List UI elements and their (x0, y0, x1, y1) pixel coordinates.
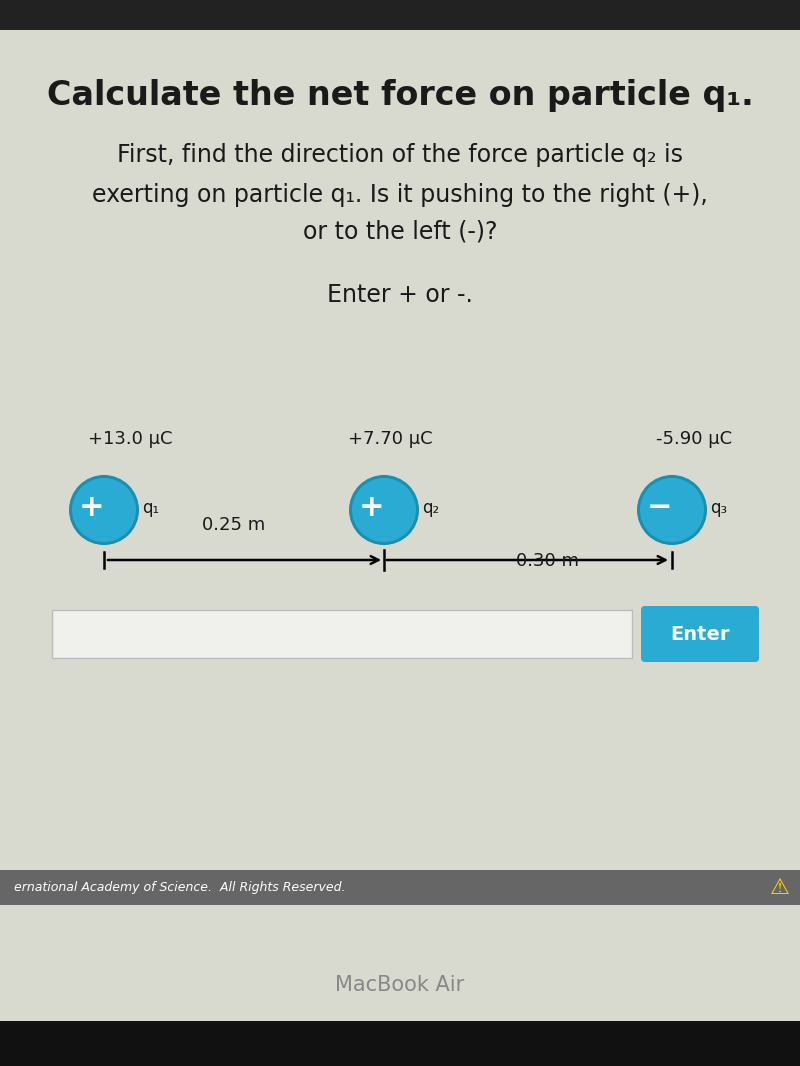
Text: q₁: q₁ (142, 499, 159, 517)
Text: −: − (647, 494, 673, 522)
Text: exerting on particle q₁. Is it pushing to the right (+),: exerting on particle q₁. Is it pushing t… (92, 183, 708, 207)
Text: First, find the direction of the force particle q₂ is: First, find the direction of the force p… (117, 143, 683, 167)
Text: or to the left (-)?: or to the left (-)? (302, 220, 498, 244)
Ellipse shape (637, 475, 707, 545)
Text: +13.0 μC: +13.0 μC (88, 430, 173, 448)
Text: +: + (79, 494, 105, 522)
Bar (0, 870, 800, 905)
Text: MacBook Air: MacBook Air (335, 975, 465, 995)
Text: ernational Academy of Science.  All Rights Reserved.: ernational Academy of Science. All Right… (14, 881, 346, 894)
Ellipse shape (352, 478, 416, 542)
Text: q₂: q₂ (422, 499, 439, 517)
Bar (52, 610, 632, 658)
Text: q₃: q₃ (710, 499, 727, 517)
Text: -5.90 μC: -5.90 μC (656, 430, 732, 448)
Text: Enter: Enter (670, 625, 730, 644)
Ellipse shape (72, 478, 136, 542)
Bar (0, 1021, 800, 1066)
Ellipse shape (69, 475, 139, 545)
Bar (0, 0, 800, 30)
Ellipse shape (349, 475, 419, 545)
Ellipse shape (640, 478, 704, 542)
Text: +: + (359, 494, 385, 522)
Text: 0.30 m: 0.30 m (517, 552, 579, 570)
Text: Calculate the net force on particle q₁.: Calculate the net force on particle q₁. (46, 79, 754, 112)
Text: 0.25 m: 0.25 m (202, 516, 266, 534)
Text: +7.70 μC: +7.70 μC (348, 430, 433, 448)
Text: Enter + or -.: Enter + or -. (327, 282, 473, 307)
Text: ⚠: ⚠ (770, 877, 790, 898)
FancyBboxPatch shape (641, 605, 759, 662)
